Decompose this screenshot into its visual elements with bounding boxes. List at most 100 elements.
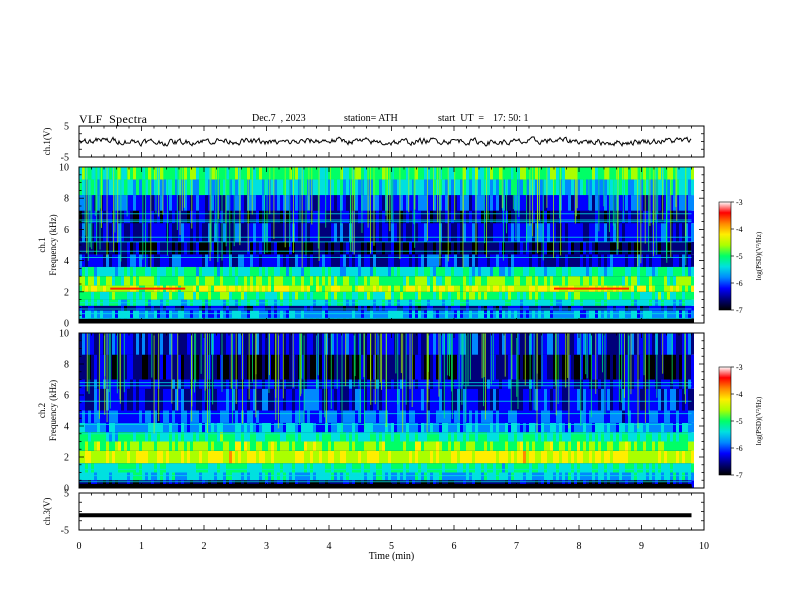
- spectrogram-cell: [148, 291, 151, 300]
- spectrogram-cell: [457, 285, 460, 292]
- spectrogram-cell: [130, 254, 133, 267]
- spectrogram-cell: [412, 241, 415, 255]
- spectrogram-cell: [658, 441, 661, 451]
- spectrogram-cell: [283, 167, 286, 180]
- spectrogram-cell: [517, 276, 520, 286]
- spectrogram-cell: [586, 432, 589, 442]
- spectrogram-cell: [604, 167, 607, 180]
- spectrogram-cell: [604, 305, 607, 311]
- spectrogram-cell: [226, 291, 229, 300]
- spectrogram-cell: [394, 223, 397, 242]
- spectrogram-cell: [541, 410, 544, 423]
- spectrogram-cell: [511, 195, 514, 211]
- spectrogram-cell: [193, 410, 196, 423]
- spectrogram-cell: [340, 388, 343, 411]
- spectrogram-cell: [400, 254, 403, 267]
- spectrogram-cell: [352, 432, 355, 442]
- spectrogram-cell: [166, 463, 169, 473]
- spectrogram-cell: [124, 388, 127, 411]
- spectrogram-cell: [217, 276, 220, 286]
- spectrogram-cell: [124, 241, 127, 255]
- spectrogram-cell: [304, 291, 307, 300]
- spectrogram-cell: [220, 450, 223, 464]
- spectrogram-cell: [688, 441, 691, 451]
- spectrogram-cell: [505, 305, 508, 311]
- spectrogram-cell: [358, 463, 361, 473]
- spectrogram-cell: [88, 388, 91, 411]
- spectrogram-cell: [349, 422, 352, 433]
- spectrogram-cell: [454, 241, 457, 255]
- spectrogram-cell: [79, 291, 82, 300]
- spectrogram-cell: [553, 291, 556, 300]
- spectrogram-cell: [385, 266, 388, 277]
- spectrogram-cell: [205, 276, 208, 286]
- spectrogram-cell: [79, 463, 82, 473]
- spectrogram-cell: [91, 463, 94, 473]
- spectrogram-cell: [313, 305, 316, 311]
- spectrogram-cell: [466, 291, 469, 300]
- spectrogram-cell: [97, 310, 100, 319]
- spectrogram-cell: [424, 450, 427, 464]
- spectrogram-cell: [160, 167, 163, 180]
- spectrogram-cell: [436, 285, 439, 292]
- spectrogram-cell: [496, 266, 499, 277]
- spectrogram-cell: [292, 450, 295, 464]
- spectrogram-cell: [79, 241, 82, 255]
- spectrogram-cell: [589, 210, 592, 224]
- spectrogram-cell: [580, 266, 583, 277]
- spectrogram-cell: [349, 450, 352, 464]
- spectrogram-cell: [532, 441, 535, 451]
- spectrogram-cell: [223, 310, 226, 319]
- spectrogram-cell: [556, 179, 559, 196]
- spectrogram-cell: [79, 310, 82, 319]
- spectrogram-cell: [430, 305, 433, 311]
- spectrogram-cell: [193, 179, 196, 196]
- spectrogram-cell: [550, 223, 553, 242]
- spectrogram-cell: [265, 310, 268, 319]
- spectrogram-cell: [613, 410, 616, 423]
- spectrogram-cell: [133, 472, 136, 481]
- spectrogram-cell: [325, 167, 328, 180]
- spectrogram-cell: [391, 254, 394, 267]
- spectrogram-cell: [130, 388, 133, 411]
- spectrogram-cell: [439, 266, 442, 277]
- spectrogram-cell: [109, 432, 112, 442]
- spectrogram-cell: [337, 410, 340, 423]
- spectrogram-cell: [412, 432, 415, 442]
- spectrogram-cell: [166, 310, 169, 319]
- spectrogram-cell: [535, 167, 538, 180]
- spectrogram-cell: [619, 291, 622, 300]
- spectrogram-cell: [343, 450, 346, 464]
- spectrogram-cell: [478, 432, 481, 442]
- spectrogram-cell: [301, 463, 304, 473]
- spectrogram-cell: [103, 463, 106, 473]
- spectrogram-cell: [112, 388, 115, 411]
- spectrogram-cell: [268, 285, 271, 292]
- spectrogram-cell: [574, 266, 577, 277]
- spectrogram-cell: [688, 305, 691, 311]
- spectrogram-cell: [637, 305, 640, 311]
- spectrogram-cell: [148, 410, 151, 423]
- spectrogram-cell: [142, 276, 145, 286]
- spectrogram-cell: [637, 472, 640, 481]
- spectrogram-cell: [112, 266, 115, 277]
- spectrogram-cell: [331, 441, 334, 451]
- spectrogram-cell: [256, 167, 259, 180]
- spectrogram-cell: [664, 291, 667, 300]
- spectrogram-cell: [274, 291, 277, 300]
- spectrogram-cell: [238, 463, 241, 473]
- spectrogram-cell: [160, 291, 163, 300]
- spectrogram-cell: [403, 179, 406, 196]
- spectrogram-cell: [364, 291, 367, 300]
- spectrogram-cell: [601, 441, 604, 451]
- spectrogram-cell: [652, 310, 655, 319]
- spectrogram-cell: [214, 463, 217, 473]
- spectrogram-cell: [304, 410, 307, 423]
- spectrogram-cell: [310, 291, 313, 300]
- spectrogram-cell: [571, 167, 574, 180]
- spectrogram-cell: [283, 266, 286, 277]
- spectrogram-cell: [280, 291, 283, 300]
- spectrogram-cell: [82, 195, 85, 211]
- spectrogram-cell: [184, 210, 187, 224]
- spectrogram-cell: [91, 450, 94, 464]
